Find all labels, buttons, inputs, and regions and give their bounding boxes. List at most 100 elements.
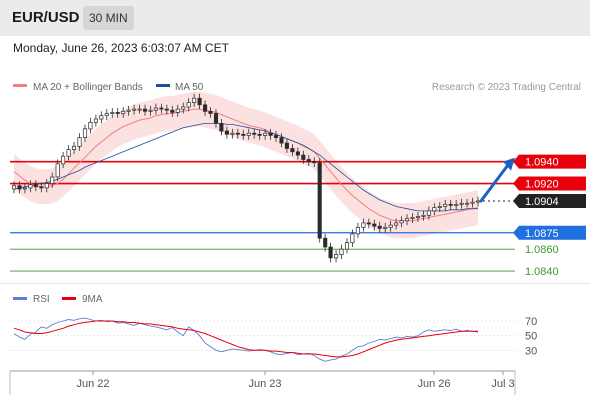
candle-body [284, 142, 289, 149]
candle-body [55, 163, 60, 178]
candle-body [339, 248, 344, 256]
candle-body [219, 123, 224, 132]
candle-body [33, 184, 38, 188]
candle-body [366, 222, 371, 225]
candle-body [197, 97, 202, 106]
candle-body [77, 137, 82, 147]
rsi-tick-label-1: 50 [525, 331, 537, 343]
candle-body [475, 200, 481, 203]
price-label-3: 1.0875 [525, 228, 559, 240]
candle-body [312, 161, 317, 164]
candle-body [355, 226, 360, 235]
candle-body [410, 217, 415, 219]
x-axis-label-1: Jun 23 [248, 378, 281, 390]
candle-body [399, 220, 404, 224]
price-tag-1 [513, 176, 586, 191]
candle-body [186, 102, 191, 108]
bollinger-band [14, 91, 478, 239]
candle-body [110, 112, 115, 114]
candle-body [388, 224, 393, 228]
candle-body [415, 216, 421, 218]
ma20-legend-swatch [13, 84, 27, 87]
candle-body [377, 225, 382, 229]
candle-body [437, 206, 442, 208]
candle-body [61, 155, 66, 165]
candle-body [241, 133, 246, 136]
rsi-tick-label-0: 70 [525, 316, 537, 328]
candle-body [22, 187, 27, 190]
candle-body [88, 121, 93, 130]
ma50-legend-swatch [156, 84, 170, 87]
candle-body [421, 214, 426, 217]
candle-body [317, 162, 322, 239]
price-label-1: 1.0920 [525, 179, 559, 191]
ma50-legend-label: MA 50 [175, 82, 204, 93]
candle-body [257, 133, 262, 136]
candle-body [66, 149, 71, 157]
candle-body [372, 223, 377, 227]
candle-body [323, 237, 328, 248]
candle-body [181, 106, 186, 110]
panel-divider [0, 283, 590, 284]
candle-body [448, 203, 453, 206]
candle-body [137, 108, 142, 111]
forecast-arrow-shaft [479, 162, 511, 203]
ma50-line [13, 123, 478, 212]
candle-body [470, 201, 475, 204]
candle-body [263, 132, 268, 136]
candle-body [306, 159, 311, 163]
candle-body [142, 108, 148, 112]
candle-body [82, 128, 88, 138]
price-label-4: 1.0860 [525, 244, 559, 256]
top-bar: EUR/USD 30 MIN [0, 0, 590, 36]
candle-body [350, 233, 355, 244]
candle-body [159, 107, 164, 110]
candle-body [394, 222, 399, 226]
candle-body [361, 222, 366, 228]
candle-body [443, 203, 448, 207]
candle-body [279, 137, 284, 144]
candle-body [132, 108, 137, 111]
candle-body [224, 130, 229, 135]
candle-body [334, 254, 339, 259]
candle-body [426, 210, 431, 216]
candle-body [295, 151, 300, 156]
candle-body [328, 246, 333, 259]
price-label-0: 1.0940 [525, 157, 559, 169]
candle-body [126, 109, 131, 112]
candle-body [383, 226, 388, 229]
candle-body [301, 154, 306, 160]
candle-body [246, 132, 251, 136]
candle-body [230, 132, 235, 135]
price-tag-2 [513, 194, 586, 209]
candle-body [268, 132, 273, 136]
candle-body [432, 207, 437, 212]
x-axis-label-2: Jun 26 [417, 378, 450, 390]
x-axis-label-3: Jul 3 [491, 378, 514, 390]
candle-body [213, 113, 219, 124]
candle-body [164, 108, 169, 111]
candle-body [170, 109, 175, 113]
price-label-2: 1.0904 [525, 196, 559, 208]
x-axis-label-0: Jun 22 [76, 378, 109, 390]
candle-body [93, 118, 98, 123]
rsi-line [13, 317, 479, 362]
candle-body [203, 104, 208, 112]
candle-body [208, 110, 213, 114]
candle-body [71, 145, 77, 150]
candle-body [454, 203, 459, 206]
candle-body [148, 109, 153, 112]
candle-body [115, 112, 120, 114]
price-label-5: 1.0840 [525, 266, 559, 278]
candle-body [17, 185, 22, 190]
candle-body [99, 115, 104, 120]
timestamp-label: Monday, June 26, 2023 6:03:07 AM CET [13, 41, 229, 55]
timeframe-button[interactable]: 30 MIN [83, 6, 134, 30]
candle-body [50, 176, 55, 184]
credit-label: Research © 2023 Trading Central [432, 82, 581, 93]
candle-body [235, 132, 240, 135]
candle-body [44, 183, 49, 189]
candle-body [175, 108, 180, 113]
candle-body [459, 202, 464, 205]
